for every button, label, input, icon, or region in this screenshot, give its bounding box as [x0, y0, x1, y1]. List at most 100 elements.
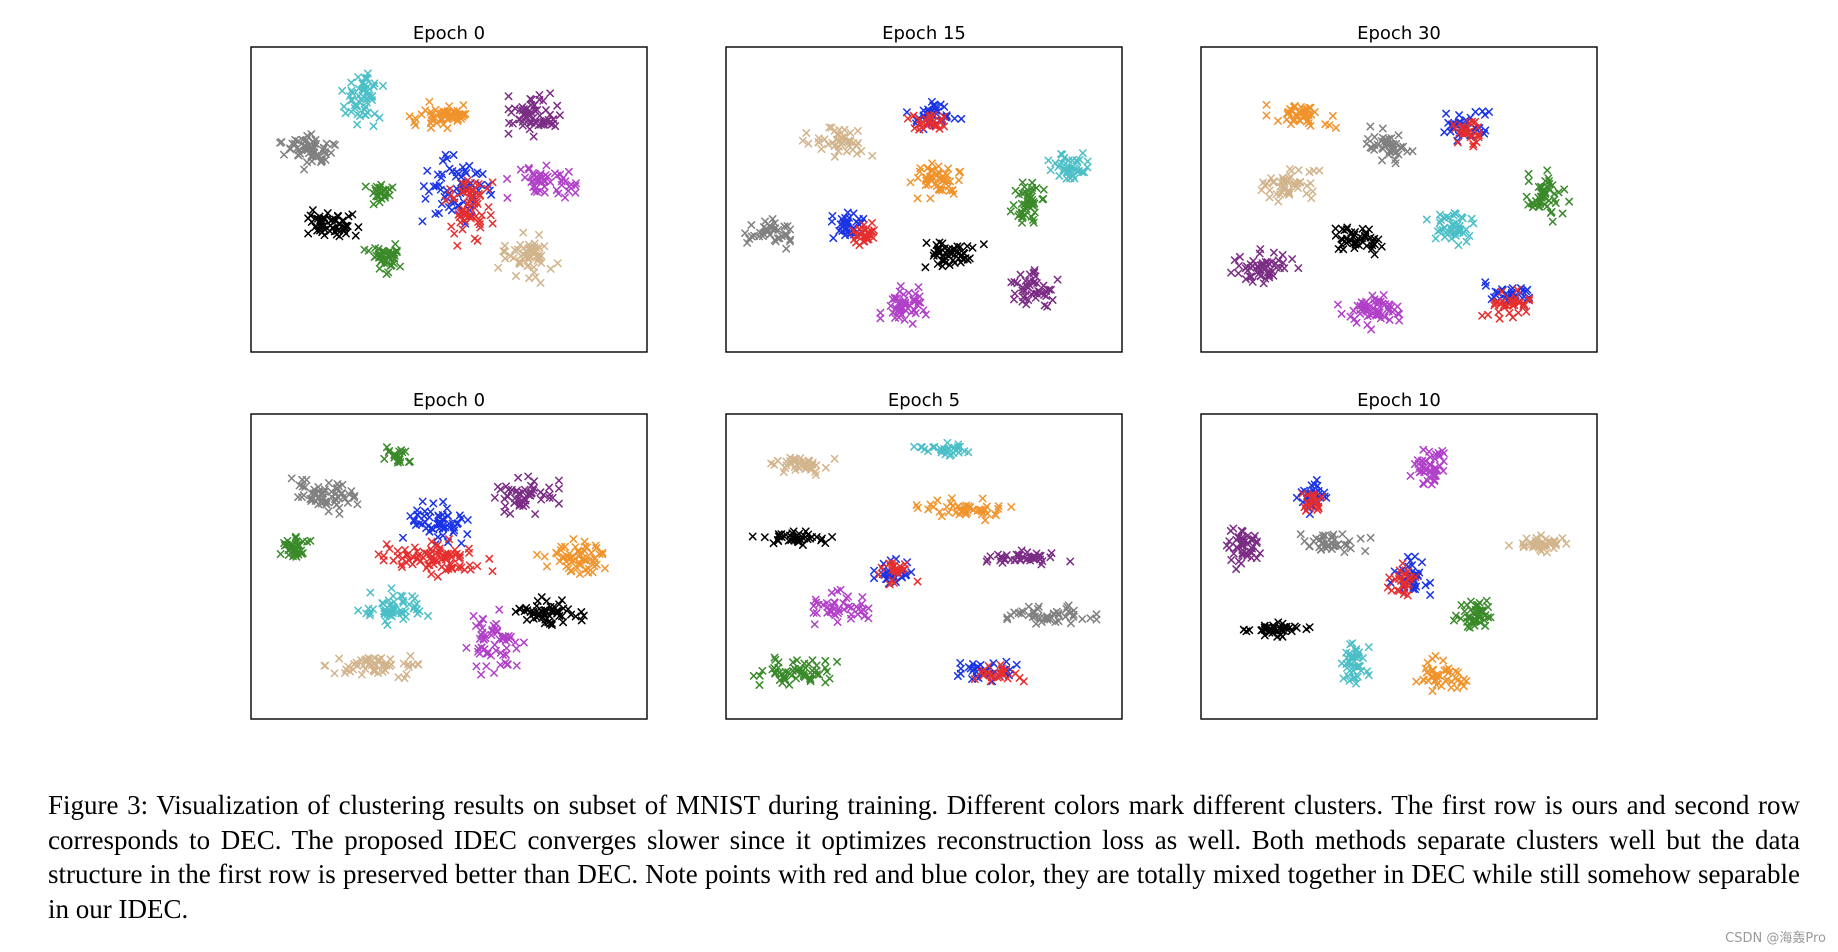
data-point — [304, 229, 313, 238]
data-point — [1300, 503, 1309, 512]
data-point — [1362, 242, 1371, 250]
data-point — [827, 123, 836, 132]
data-point — [307, 157, 316, 166]
data-point — [943, 171, 952, 180]
data-point — [777, 232, 786, 241]
data-point — [453, 106, 462, 115]
data-point — [1422, 215, 1431, 224]
data-point — [550, 169, 559, 178]
data-point — [785, 680, 794, 689]
data-point — [761, 217, 770, 226]
data-point — [390, 597, 399, 606]
data-point — [382, 443, 391, 452]
data-point — [1349, 666, 1358, 675]
data-point — [1315, 166, 1324, 175]
data-point — [863, 235, 872, 244]
data-point — [844, 602, 853, 611]
data-point — [858, 593, 867, 602]
data-point — [458, 179, 467, 188]
data-point — [523, 606, 532, 615]
data-point — [354, 223, 363, 232]
data-point — [1037, 289, 1046, 298]
data-point — [929, 166, 938, 175]
data-point — [937, 446, 946, 454]
data-point — [1481, 110, 1489, 119]
data-point — [1083, 157, 1092, 166]
data-point — [933, 496, 942, 505]
data-point — [918, 443, 926, 452]
data-point — [758, 666, 767, 675]
data-point — [1029, 553, 1038, 562]
data-point — [418, 497, 427, 506]
data-point — [1543, 166, 1552, 175]
data-point — [846, 128, 855, 137]
data-point — [1447, 683, 1456, 692]
data-point — [767, 459, 776, 468]
data-point — [1461, 129, 1469, 138]
data-point — [1508, 301, 1517, 310]
data-point — [578, 549, 587, 558]
data-point — [1024, 198, 1033, 207]
data-point — [546, 602, 555, 611]
data-point — [354, 606, 363, 615]
data-point — [896, 282, 905, 291]
panel-bottom-left: Epoch 0 — [250, 390, 648, 720]
data-point — [837, 215, 846, 223]
data-point — [546, 178, 555, 187]
data-point — [457, 539, 466, 548]
data-point — [1363, 321, 1372, 329]
data-point — [473, 562, 482, 571]
data-point — [429, 499, 438, 508]
data-point — [827, 588, 836, 597]
data-point — [1438, 447, 1447, 455]
data-point — [829, 234, 838, 243]
data-point — [768, 215, 777, 223]
data-point — [743, 238, 752, 247]
data-point — [1379, 144, 1388, 153]
data-point — [1537, 531, 1545, 540]
data-point — [507, 108, 516, 117]
data-point — [773, 234, 782, 243]
data-point — [555, 600, 564, 609]
data-point — [1394, 131, 1403, 140]
data-point — [373, 192, 382, 201]
data-point — [916, 120, 925, 129]
data-point — [361, 664, 370, 673]
data-point — [1545, 179, 1554, 188]
data-point — [1454, 131, 1463, 140]
data-point — [409, 553, 418, 562]
data-point — [493, 626, 502, 635]
data-point — [353, 500, 362, 509]
data-point — [324, 507, 333, 516]
data-point — [1225, 537, 1234, 546]
data-point — [1343, 663, 1351, 672]
data-point — [433, 540, 442, 549]
data-point — [841, 231, 850, 240]
data-point — [315, 493, 324, 502]
data-point — [827, 217, 836, 226]
data-point — [379, 81, 387, 90]
data-point — [774, 530, 783, 539]
data-point — [418, 217, 427, 226]
data-point — [1478, 311, 1487, 320]
data-point — [755, 681, 764, 689]
data-point — [383, 620, 392, 629]
data-point — [773, 456, 782, 465]
data-point — [551, 122, 560, 131]
data-point — [876, 308, 885, 317]
data-point — [1285, 165, 1294, 173]
data-point — [335, 654, 344, 663]
data-point — [324, 479, 333, 487]
data-point — [1455, 111, 1464, 120]
data-point — [295, 481, 304, 490]
data-point — [402, 670, 411, 679]
data-point — [781, 675, 790, 684]
data-point — [1296, 530, 1305, 539]
data-point — [804, 139, 813, 148]
data-point — [441, 566, 450, 575]
data-point — [398, 554, 407, 563]
data-point — [786, 237, 794, 246]
data-point — [292, 537, 301, 546]
data-point — [1453, 138, 1462, 147]
data-point — [748, 532, 757, 541]
